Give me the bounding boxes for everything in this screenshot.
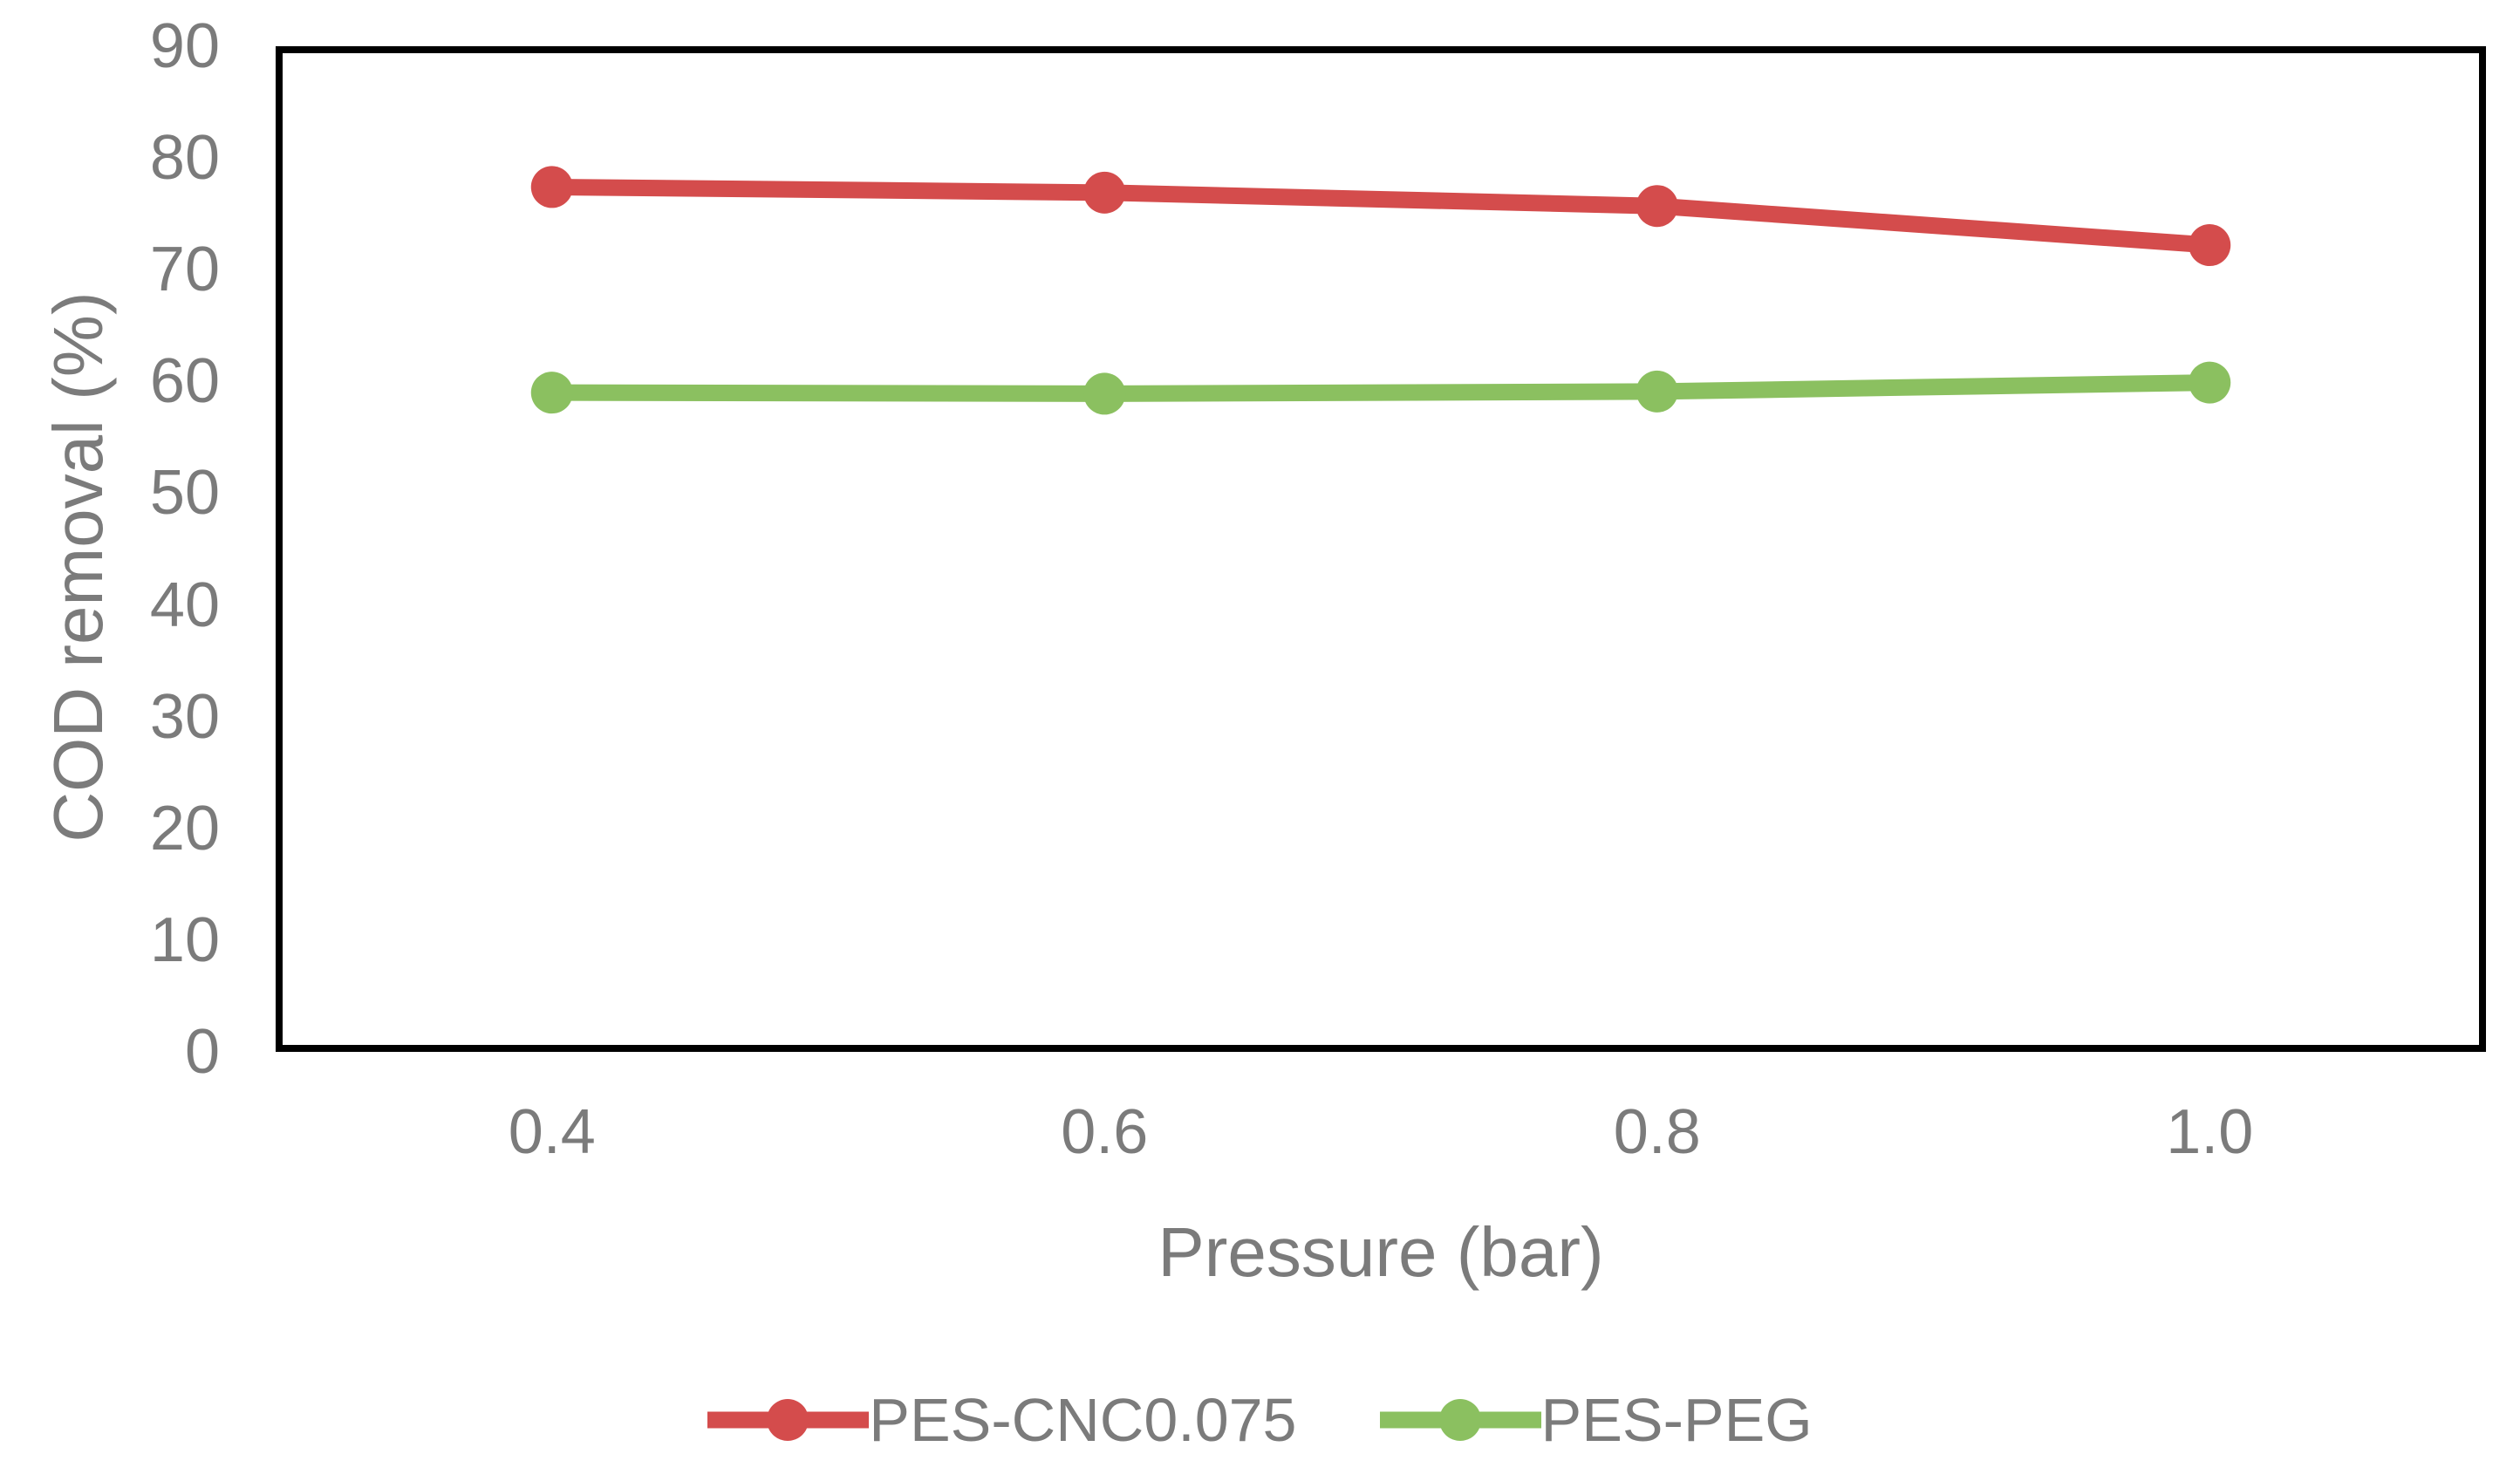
y-tick-label: 70	[149, 235, 220, 305]
y-tick-label: 30	[149, 681, 220, 752]
series-pes-cnc0-075-line	[543, 178, 2218, 254]
series-pes-cnc0-075-marker	[530, 166, 573, 208]
x-tick-label: 0.4	[508, 1097, 596, 1167]
y-tick-label: 60	[149, 346, 220, 417]
x-axis-title: Pressure (bar)	[1158, 1213, 1604, 1291]
series-pes-peg-marker	[1083, 372, 1126, 415]
y-tick-label: 50	[149, 458, 220, 529]
legend-swatch-pes-cnc0-075-icon	[707, 1399, 870, 1441]
series-pes-peg-line	[543, 374, 2218, 402]
x-tick-label: 1.0	[2166, 1097, 2254, 1167]
series-pes-peg-marker	[530, 372, 573, 414]
series-pes-cnc0-075-marker	[1636, 185, 1678, 228]
x-tick-label: 0.8	[1613, 1097, 1701, 1167]
plot-border	[276, 46, 2486, 1052]
y-tick-label: 0	[184, 1017, 220, 1087]
y-tick-label: 20	[149, 793, 220, 863]
series-pes-cnc0-075-marker	[1083, 171, 1126, 214]
legend-swatch-pes-peg-icon	[1379, 1399, 1541, 1441]
y-tick-label: 80	[149, 123, 220, 194]
series-pes-peg-marker	[2189, 361, 2231, 404]
series-pes-peg-marker	[1636, 370, 1678, 413]
plot-area	[276, 46, 2486, 1052]
y-tick-label: 40	[149, 570, 220, 640]
legend-label: PES-CNC0.075	[869, 1386, 1297, 1454]
legend-item-pes-cnc0-075: PES-CNC0.075	[707, 1385, 1297, 1455]
y-tick-label: 10	[149, 904, 220, 975]
y-tick-label: 90	[149, 11, 220, 81]
legend-label: PES-PEG	[1540, 1386, 1813, 1454]
legend: PES-CNC0.075 PES-PEG	[0, 1385, 2520, 1455]
legend-item-pes-peg: PES-PEG	[1379, 1385, 1813, 1455]
series-pes-cnc0-075-marker	[2189, 224, 2231, 267]
x-tick-label: 0.6	[1061, 1097, 1149, 1167]
